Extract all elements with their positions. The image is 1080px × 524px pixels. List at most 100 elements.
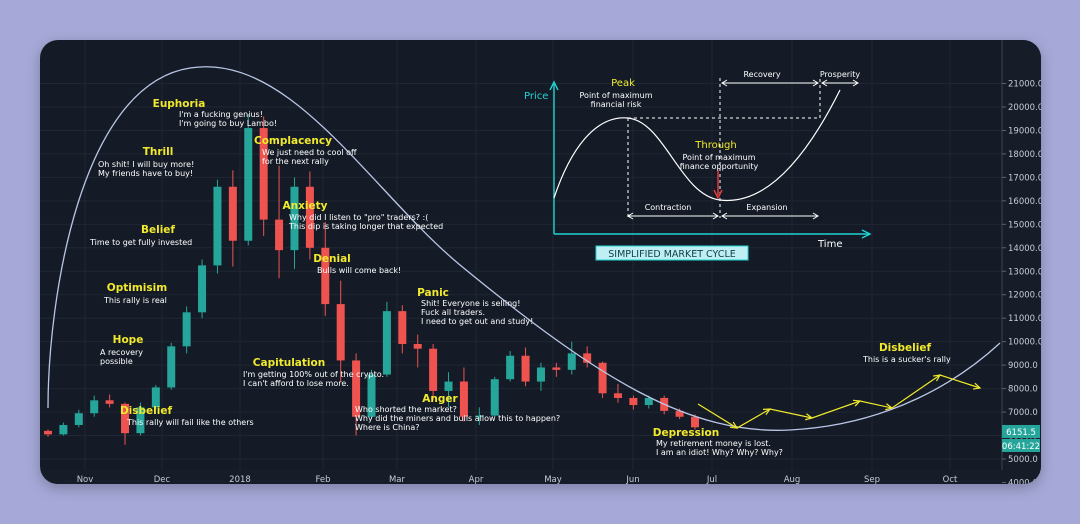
phase-title: Belief [141,224,175,236]
psychology-cycle-curve [47,66,1001,431]
candle-body [136,407,145,434]
candle-body [367,374,376,417]
phase-quote: I'm a fucking genius! [179,110,263,119]
candle-body [259,128,268,220]
candle-body [444,381,453,391]
phase-quote: Who shorted the market? [355,405,457,414]
peak-caption: Point of maximum [580,91,653,100]
candle [121,402,130,445]
countdown-tag [1002,438,1040,452]
last-price-tag [1002,424,1040,438]
candle [382,301,391,377]
arrow-head [729,421,739,429]
candle-body [198,265,207,313]
arrow-head [885,403,894,411]
candle-body [598,362,607,394]
annotation-thrill: Thrill Oh shit! I will buy more!My friend… [98,146,194,178]
recovery-label: Recovery [743,70,780,79]
candle [490,376,499,417]
phase-quote: My friends have to buy! [98,169,193,178]
candle-body [429,348,438,391]
candle-body [583,353,592,363]
y-tick-label: 18000.0 [1008,150,1041,160]
candle-body [105,400,114,404]
inset-title-box [595,245,749,261]
candle [74,409,83,428]
candle [290,177,299,269]
candle [506,351,515,382]
phase-quote: Oh shit! I will buy more! [98,160,194,169]
candle-body [413,344,422,349]
candle-body [521,355,530,382]
y-tick-label: 8000.0 [1008,385,1038,395]
y-tick-label: 12000.0 [1008,291,1041,301]
candle-body [305,186,314,248]
candle [444,372,453,408]
y-tick-label: 13000.0 [1008,267,1041,277]
candle-body [59,424,68,435]
candle-body [490,379,499,416]
phase-quote: Where is China? [355,423,420,432]
x-tick-label: 2018 [229,475,251,484]
candle-body [382,311,391,375]
candle-body [321,247,330,305]
x-tick-label: Oct [943,475,958,484]
candlestick-series [44,114,699,445]
inset-x-arrow [861,229,872,239]
candle-body [290,186,299,251]
prosperity-label: Prosperity [820,70,861,79]
candle-body [398,311,407,345]
x-tick-label: Dec [154,475,171,484]
candle-body [459,381,468,417]
phase-quote: I'm going to buy Lambo! [179,119,277,128]
phase-quote: This is a sucker's rally [862,355,951,364]
candle [459,367,468,422]
candle [321,221,330,316]
y-tick-label: 15000.0 [1008,220,1041,230]
arrow-head [805,413,814,421]
y-tick-label: 10000.0 [1008,338,1041,348]
candle-body [275,219,284,251]
phase-quote: I need to get out and study! [421,317,533,326]
phase-quote: My retirement money is lost. [656,439,771,448]
phase-quote: Shit! Everyone is selling! [421,299,520,308]
x-tick-label: Nov [77,475,94,484]
candle [244,114,253,246]
phase-title: Hope [113,334,144,346]
phase-title: Anger [422,393,458,405]
trough-title: Through [694,140,736,151]
phase-title: Denial [313,253,351,265]
candle [598,361,607,398]
future-path-arrows [697,374,982,429]
phase-quote: This rally will fail like the others [126,418,254,427]
prosperity-arrow-left [821,79,828,87]
phase-title: Complacency [254,135,332,147]
candle [105,394,114,408]
candle [136,402,145,436]
grid [40,40,1002,483]
phase-quote: possible [100,357,133,366]
candle [259,116,268,237]
phase-title: Thrill [143,146,174,158]
candle [336,280,345,382]
peak-title: Peak [611,78,635,89]
expansion-arrow-right [812,212,819,220]
candle [398,305,407,354]
y-tick-label: 11000.0 [1008,314,1041,324]
phase-title: Euphoria [153,98,206,110]
arrow-head [972,382,982,390]
candle [536,362,545,391]
phase-title: Disbelief [120,405,173,417]
y-tick-label: 17000.0 [1008,173,1041,183]
inset-title: SIMPLIFIED MARKET CYCLE [608,249,736,260]
axis-background [1002,40,1041,484]
x-tick-label: Aug [784,475,801,484]
candle-body [167,346,176,388]
phase-quote: Time to get fully invested [89,238,192,247]
trough-arrow-head [713,189,723,200]
annotation-optimisim: Optimisim This rally is real [103,282,167,305]
inset-y-label: Price [524,91,548,102]
